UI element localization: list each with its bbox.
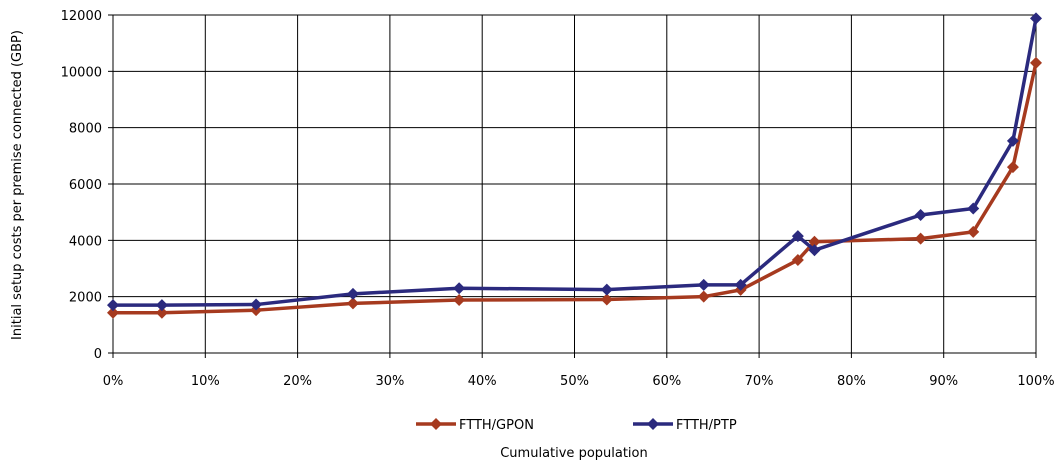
x-axis-title: Cumulative population (500, 446, 648, 461)
x-tick-label-4: 40% (468, 374, 497, 389)
series-1-point-12 (1006, 134, 1019, 147)
series-1-point-7 (734, 278, 747, 291)
series-0-point-8 (791, 254, 804, 267)
x-tick-label-8: 80% (837, 374, 866, 389)
y-tick-label-4: 8000 (69, 122, 102, 137)
series-1-point-5 (600, 283, 613, 296)
series-1-point-2 (250, 298, 263, 311)
series-1-point-6 (697, 278, 710, 291)
series-0-point-11 (967, 225, 980, 238)
x-tick-label-10: 100% (1017, 374, 1054, 389)
series-0-point-4 (453, 294, 466, 307)
series-1-point-3 (346, 287, 359, 300)
legend: FTTH/GPON FTTH/PTP (416, 418, 737, 433)
x-tick-label-1: 10% (191, 374, 220, 389)
x-tick-label-3: 30% (375, 374, 404, 389)
series-1-point-10 (914, 208, 927, 221)
x-tick-label-2: 20% (283, 374, 312, 389)
legend-marker-0 (430, 418, 442, 430)
legend-label-0: FTTH/GPON (459, 418, 534, 433)
series-1 (107, 12, 1042, 312)
y-tick-label-3: 6000 (69, 178, 102, 193)
series-0-point-6 (697, 290, 710, 303)
series-1-point-8 (791, 230, 804, 243)
x-axis-ticks: 0% 10% 20% 30% 40% 50% 60% 70% 80% 90% 100% (103, 353, 1055, 389)
series-0-point-0 (107, 306, 119, 319)
y-tick-label-5: 10000 (61, 65, 102, 80)
series-1-point-11 (967, 202, 980, 215)
y-tick-label-1: 2000 (69, 291, 102, 306)
series-0-point-12 (1006, 161, 1019, 174)
x-tick-label-9: 90% (929, 374, 958, 389)
y-tick-label-2: 4000 (69, 234, 102, 249)
legend-label-1: FTTH/PTP (676, 418, 737, 433)
series-1-point-13 (1030, 12, 1042, 25)
y-axis-title: Initial setup costs per premise connecte… (10, 30, 25, 340)
x-tick-label-0: 0% (103, 374, 124, 389)
y-tick-label-0: 0 (94, 347, 102, 362)
series-0-point-9 (808, 235, 821, 248)
x-tick-label-7: 70% (745, 374, 774, 389)
y-tick-label-6: 12000 (61, 9, 102, 24)
series-layer (107, 12, 1042, 319)
legend-marker-1 (647, 418, 659, 430)
series-0-point-5 (600, 293, 613, 306)
series-1-point-0 (107, 299, 119, 312)
series-1-point-1 (155, 299, 168, 312)
series-0-point-1 (155, 306, 168, 319)
grid (112, 14, 1037, 354)
series-line-1 (113, 18, 1038, 307)
series-line-0 (113, 62, 1038, 315)
y-axis-ticks: 0 2000 4000 6000 8000 10000 12000 (61, 9, 113, 362)
x-tick-label-5: 50% (560, 374, 589, 389)
series-0-point-13 (1030, 56, 1042, 69)
series-1-point-4 (453, 282, 466, 295)
x-tick-label-6: 60% (652, 374, 681, 389)
series-0-point-3 (346, 297, 359, 310)
series-0-point-10 (914, 232, 927, 245)
series-1-point-9 (808, 244, 821, 257)
